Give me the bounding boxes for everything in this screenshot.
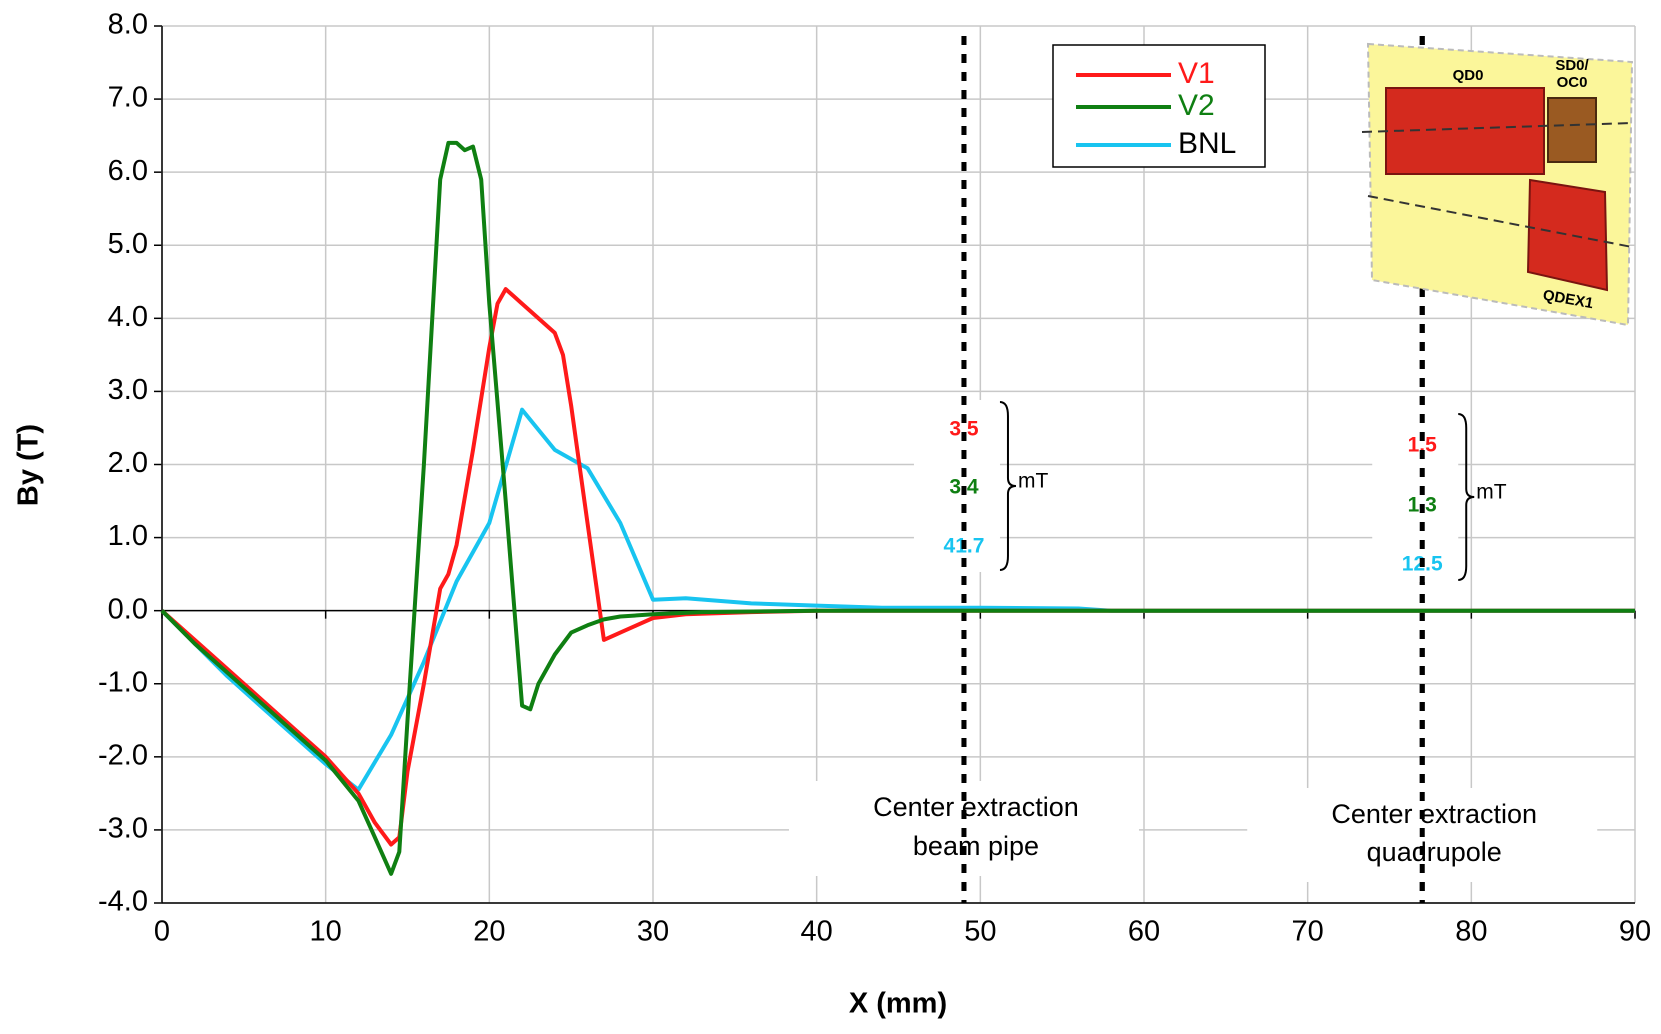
series-line bbox=[160, 287, 1635, 847]
series-line bbox=[160, 407, 1635, 792]
marker-value: 3.5 bbox=[949, 418, 979, 441]
y-tick-label: 5.0 bbox=[108, 228, 148, 260]
marker-value: 1.5 bbox=[1408, 434, 1438, 457]
x-tick-label: 50 bbox=[964, 916, 996, 948]
inset-label: OC0 bbox=[1557, 74, 1588, 91]
y-tick-label: 4.0 bbox=[108, 301, 148, 333]
x-tick-label: 40 bbox=[801, 916, 833, 948]
inset-magnet bbox=[1547, 97, 1597, 163]
inset-beamline bbox=[1361, 122, 1633, 133]
marker-label: Center extraction bbox=[1331, 799, 1537, 829]
label-background bbox=[1372, 412, 1459, 582]
marker-label: quadrupole bbox=[1367, 837, 1502, 867]
y-tick-label: 3.0 bbox=[108, 374, 148, 406]
marker-unit: mT bbox=[1018, 470, 1048, 493]
brace bbox=[1458, 413, 1475, 581]
x-tick-label: 60 bbox=[1128, 916, 1160, 948]
inset-magnet bbox=[1385, 87, 1545, 175]
lines bbox=[160, 140, 1635, 876]
x-tick-label: 80 bbox=[1455, 916, 1487, 948]
y-tick-label: 7.0 bbox=[108, 82, 148, 114]
legend-label: V2 bbox=[1178, 89, 1215, 122]
inset-beamline bbox=[1367, 195, 1633, 248]
x-tick-label: 70 bbox=[1292, 916, 1324, 948]
y-tick-label: 0.0 bbox=[108, 593, 148, 625]
x-tick-label: 0 bbox=[154, 916, 170, 948]
inset-figure: QD0 SD0/ OC0 QDEX1 bbox=[1361, 42, 1634, 327]
x-axis-title: X (mm) bbox=[849, 988, 947, 1020]
y-axis-title: By (T) bbox=[13, 424, 45, 506]
marker-label: beam pipe bbox=[913, 831, 1039, 861]
y-tick-label: -2.0 bbox=[98, 739, 148, 771]
y-tick-label: 6.0 bbox=[108, 155, 148, 187]
series-line bbox=[160, 140, 1635, 876]
brace bbox=[999, 401, 1017, 571]
grid: -4.0 -3.0 -2.0 -1.0 0.0 1.0 2.0 3.0 4.0 5.0 6.0 7.0… bbox=[98, 9, 1651, 948]
y-tick-label: -1.0 bbox=[98, 666, 148, 698]
inset-label: QD0 bbox=[1453, 67, 1484, 84]
x-tick-label: 10 bbox=[310, 916, 342, 948]
y-tick-label: 8.0 bbox=[108, 9, 148, 41]
x-tick-label: 20 bbox=[473, 916, 505, 948]
legend-label: V1 bbox=[1178, 57, 1215, 90]
y-tick-label: 1.0 bbox=[108, 520, 148, 552]
x-tick-label: 90 bbox=[1619, 916, 1651, 948]
inset-label: SD0/ bbox=[1555, 57, 1589, 74]
marker-label: Center extraction bbox=[873, 792, 1079, 822]
x-tick-label: 30 bbox=[637, 916, 669, 948]
y-tick-label: -4.0 bbox=[98, 886, 148, 918]
label-background bbox=[913, 400, 1000, 572]
marker-unit: mT bbox=[1476, 481, 1506, 504]
y-tick-label: -3.0 bbox=[98, 813, 148, 845]
y-tick-label: 2.0 bbox=[108, 447, 148, 479]
legend-label: BNL bbox=[1178, 127, 1236, 160]
inset-magnet bbox=[1526, 178, 1609, 292]
